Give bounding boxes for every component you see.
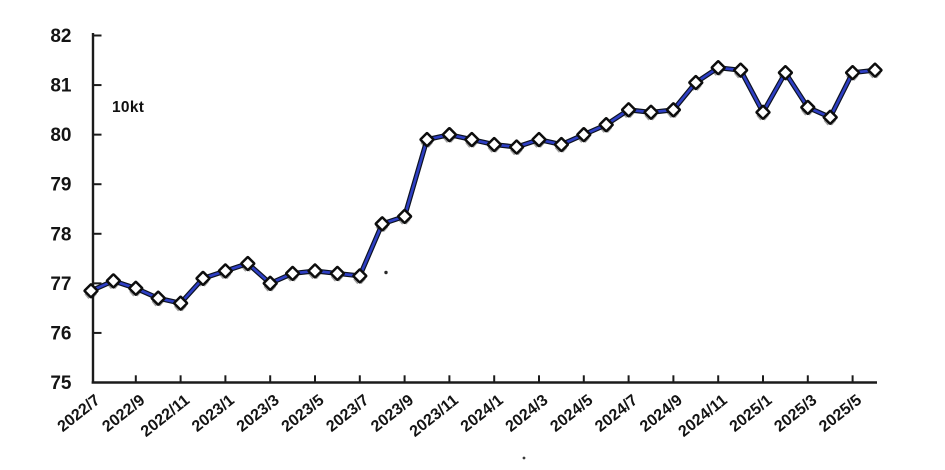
data-point-marker [800,99,816,115]
x-tick-label: 2024/1 [458,392,507,436]
axes [91,33,877,384]
data-point-marker [486,136,502,153]
data-point-marker [710,60,726,76]
data-point-marker [240,255,256,272]
data-point-marker [531,132,547,148]
chart-layer: 75767778798081822022/72022/92022/112023/… [50,26,883,441]
x-tick-label: 2022/11 [138,392,193,441]
x-tick-label: 2023/3 [234,392,283,436]
data-point-marker [83,283,99,299]
x-tick-label: 2024/11 [676,392,731,441]
data-point-marker [397,208,413,225]
data-point-marker [217,263,233,279]
data-point-marker [733,62,749,78]
data-point-marker [441,127,457,143]
data-point-marker [755,104,771,120]
data-point-marker [598,117,614,133]
x-tick-label: 2024/7 [592,392,641,436]
data-point-marker [285,265,301,282]
data-point-marker [105,273,121,289]
data-point-marker [150,290,166,306]
data-point-marker [643,104,659,120]
x-tick-label: 2025/3 [771,392,820,436]
y-tick-label: 79 [50,175,71,196]
y-tick-label: 80 [50,125,71,146]
y-tick-label: 81 [50,76,72,97]
scan-artifact-dot [522,456,526,460]
y-tick-label: 77 [50,274,71,295]
x-tick-label: 2023/7 [323,392,372,436]
data-point-marker [464,132,480,148]
y-tick-label: 76 [50,323,71,344]
data-point-marker [352,268,368,284]
data-point-marker [307,263,323,279]
data-point-marker [688,75,704,91]
data-point-marker [822,109,838,125]
x-tick-label: 2024/5 [547,392,596,436]
data-point-marker [553,136,569,153]
data-point-marker [374,216,390,232]
x-tick-label: 2023/11 [407,392,462,441]
y-tick-label: 78 [50,224,71,245]
data-point-marker [777,65,793,81]
x-tick-label: 2024/3 [503,392,552,436]
data-point-marker [262,275,278,291]
y-tick-label: 75 [50,373,72,394]
data-point-marker [128,280,144,296]
data-series-line [89,66,877,305]
x-tick-label: 2023/1 [189,392,238,436]
data-point-marker [576,127,592,143]
data-point-marker [867,62,883,78]
scan-artifact-dot [384,270,388,275]
x-tick-label: 2025/1 [727,392,776,436]
data-point-marker [621,102,637,118]
data-point-marker [195,270,211,286]
data-point-marker [329,265,345,282]
data-point-marker [665,102,681,118]
x-tick-label: 2025/5 [816,392,865,436]
data-point-marker [509,139,525,155]
unit-label: 10kt [112,99,144,116]
x-tick-label: 2023/5 [279,392,328,436]
data-point-marker [173,295,189,311]
y-tick-label: 82 [50,26,71,47]
data-point-marker [845,65,861,81]
x-tick-label: 2022/7 [55,392,104,436]
data-point-marker [419,132,435,148]
